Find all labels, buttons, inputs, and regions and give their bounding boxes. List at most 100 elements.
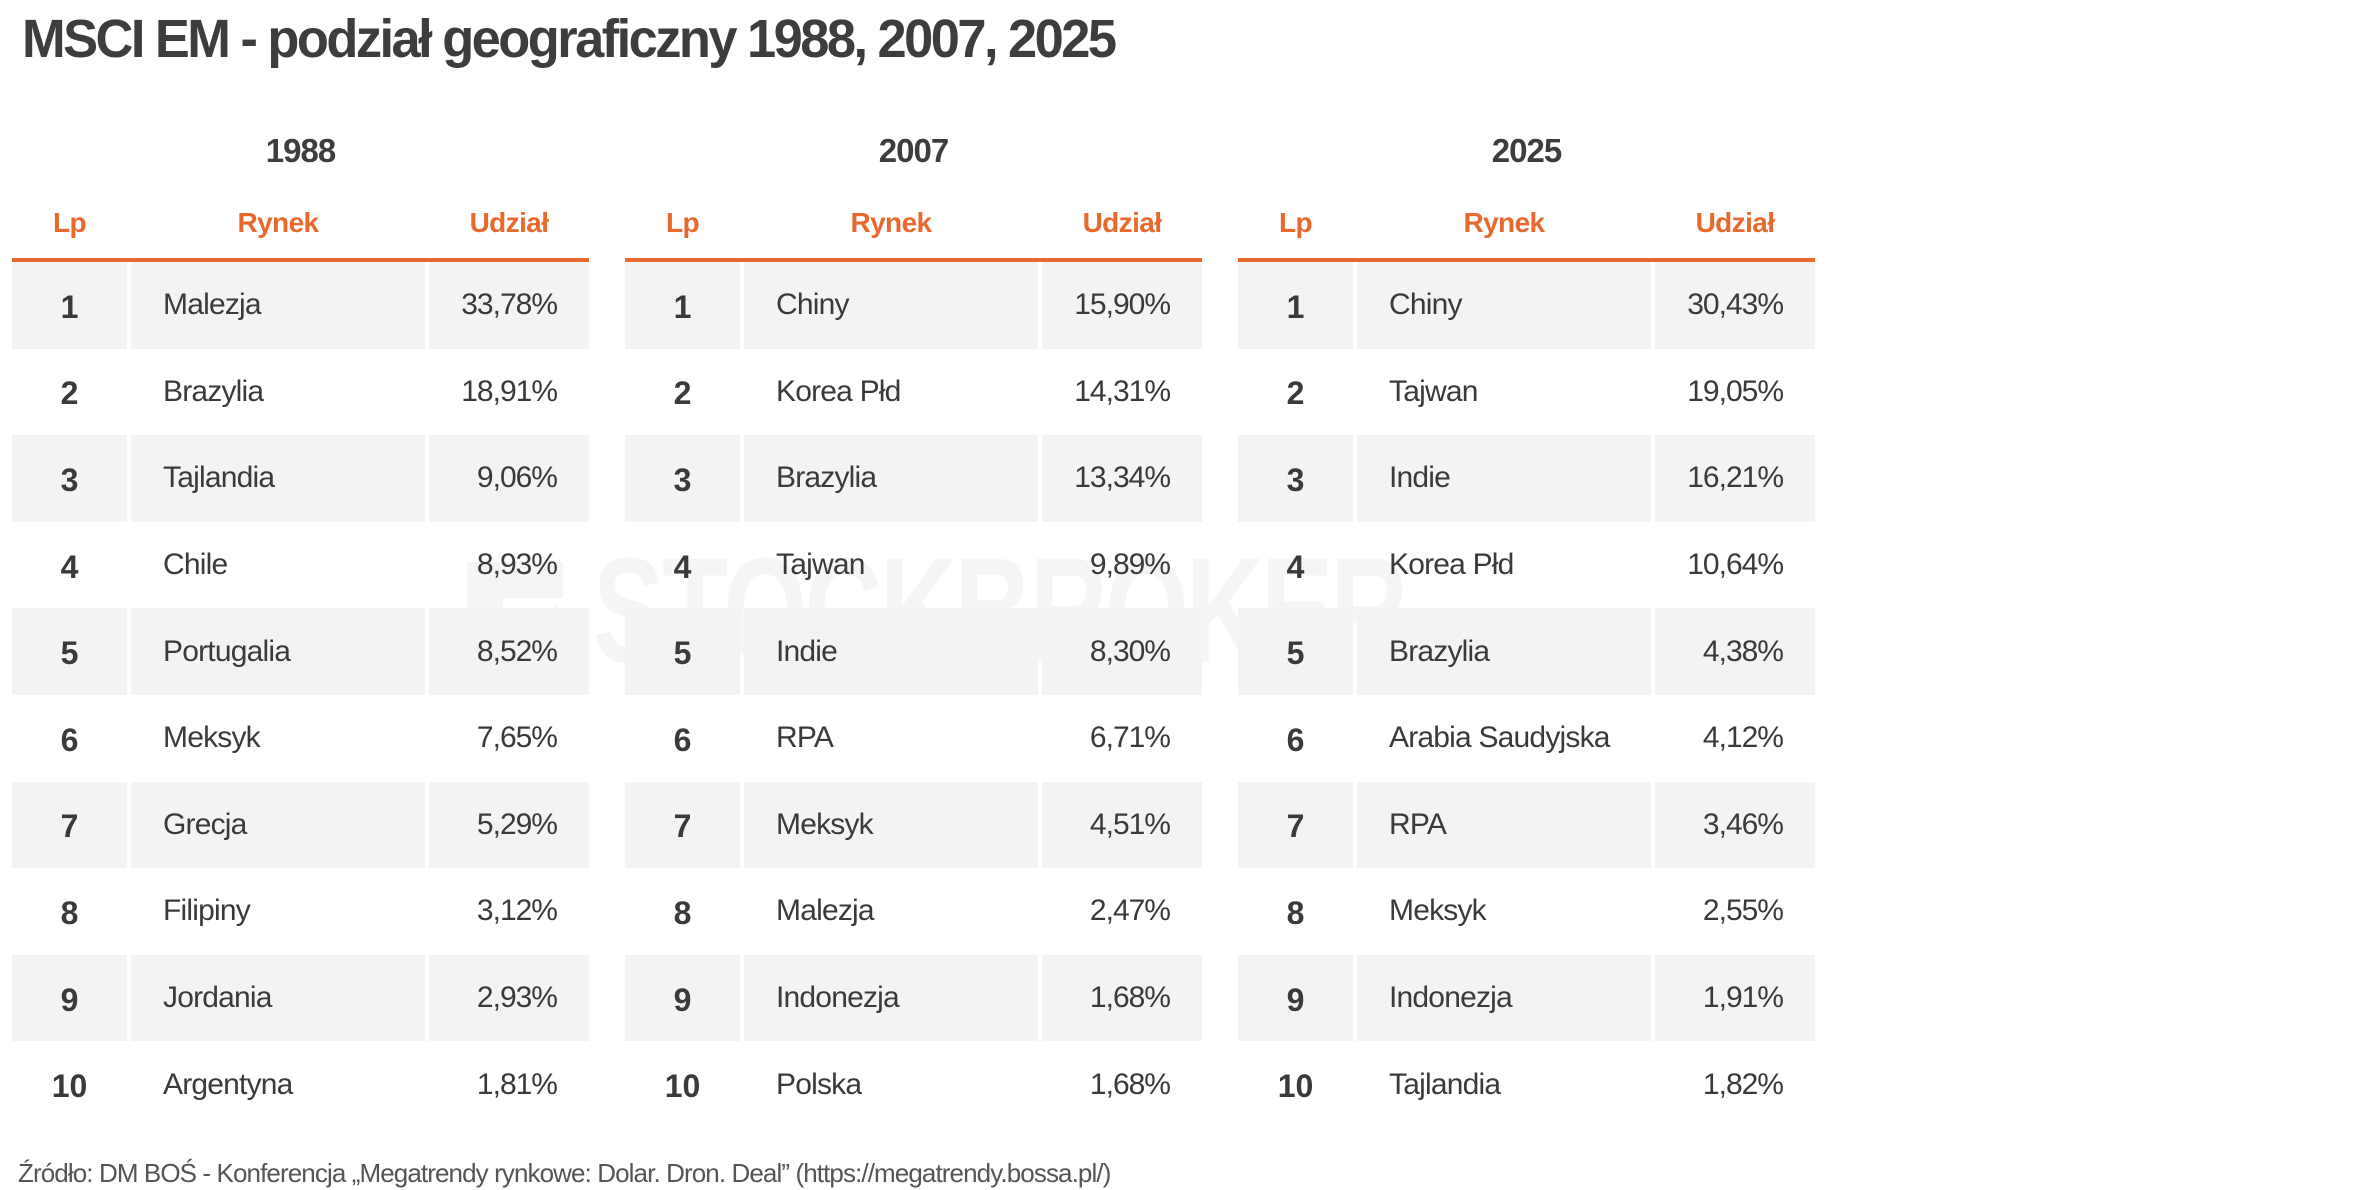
cell-lp: 3 [12, 435, 127, 522]
cell-udzial: 2,93% [429, 954, 589, 1042]
cell-udzial: 8,52% [429, 608, 589, 695]
column-header-lp: Lp [665, 207, 700, 238]
cell-lp: 8 [673, 894, 692, 931]
table-year-heading: 2025 [1491, 132, 1562, 169]
cell-rynek: Brazylia [1357, 608, 1651, 695]
cell-udzial: 5,29% [429, 781, 589, 869]
cell-udzial: 4,12% [1702, 721, 1784, 755]
cell-udzial: 7,65% [476, 721, 558, 755]
cell-rynek: Korea Płd [776, 374, 901, 408]
table-row: 8 Malezja 2,47% [625, 868, 1202, 955]
cell-lp: 10 [664, 1068, 701, 1105]
cell-udzial: 13,34% [1042, 435, 1202, 522]
source-footnote: Źródło: DM BOŚ - Konferencja „Megatrendy… [18, 1158, 1111, 1188]
table-row: 4 Korea Płd 10,64% [1238, 522, 1815, 609]
cell-rynek: Chile [163, 548, 228, 582]
cell-rynek: Indonezja [744, 954, 1038, 1042]
cell-lp: 8 [60, 894, 79, 931]
column-header-udzial: Udział [1695, 207, 1775, 238]
cell-rynek: Malezja [776, 894, 875, 928]
cell-udzial: 1,81% [476, 1067, 558, 1101]
cell-udzial: 3,46% [1655, 781, 1815, 869]
cell-udzial: 18,91% [461, 374, 558, 408]
table-row: 10 Argentyna 1,81% [12, 1041, 589, 1128]
cell-rynek: Indonezja [1357, 954, 1651, 1042]
table-body: 1 Chiny 30,43% 2 Tajwan 19,05% 3 Indie 1… [1238, 262, 1815, 1128]
cell-lp: 6 [1286, 721, 1305, 758]
table-row: 8 Filipiny 3,12% [12, 868, 589, 955]
table-year-heading: 1988 [265, 132, 336, 169]
cell-lp: 7 [1238, 781, 1353, 869]
table-row: 3 Tajlandia 9,06% [12, 435, 589, 522]
cell-lp: 10 [51, 1068, 88, 1105]
table-row: 6 Arabia Saudyjska 4,12% [1238, 695, 1815, 782]
cell-udzial: 1,82% [1702, 1067, 1784, 1101]
cell-udzial: 30,43% [1655, 262, 1815, 349]
cell-rynek: Arabia Saudyjska [1389, 721, 1610, 755]
table-row: 3 Indie 16,21% [1238, 435, 1815, 522]
cell-udzial: 1,91% [1655, 954, 1815, 1042]
cell-rynek: Argentyna [163, 1067, 293, 1101]
table-row: 1 Chiny 30,43% [1238, 262, 1815, 349]
cell-rynek: Malezja [131, 262, 425, 349]
column-header-udzial: Udział [469, 207, 549, 238]
cell-lp: 6 [673, 721, 692, 758]
cell-rynek: Meksyk [1389, 894, 1487, 928]
cell-rynek: Indie [744, 608, 1038, 695]
cell-rynek: Portugalia [131, 608, 425, 695]
cell-lp: 1 [625, 262, 740, 349]
cell-rynek: Meksyk [744, 781, 1038, 869]
table-row: 8 Meksyk 2,55% [1238, 868, 1815, 955]
cell-rynek: Filipiny [163, 894, 251, 928]
cell-udzial: 1,68% [1089, 1067, 1171, 1101]
table-row: 9 Indonezja 1,91% [1238, 954, 1815, 1042]
header-divider [625, 258, 1202, 262]
column-header-lp: Lp [52, 207, 87, 238]
column-header-rynek: Rynek [237, 207, 319, 238]
page-title: MSCI EM - podział geograficzny 1988, 200… [22, 9, 1117, 69]
cell-udzial: 2,55% [1702, 894, 1784, 928]
cell-udzial: 9,89% [1089, 548, 1171, 582]
cell-lp: 7 [12, 781, 127, 869]
cell-lp: 1 [1238, 262, 1353, 349]
cell-udzial: 4,51% [1042, 781, 1202, 869]
cell-rynek: Indie [1357, 435, 1651, 522]
cell-lp: 3 [1238, 435, 1353, 522]
cell-lp: 7 [625, 781, 740, 869]
cell-lp: 9 [625, 954, 740, 1042]
table-row: 2 Brazylia 18,91% [12, 349, 589, 436]
cell-lp: 3 [625, 435, 740, 522]
cell-lp: 10 [1277, 1068, 1314, 1105]
table-header-row: Lp Rynek Udział [1238, 207, 1815, 251]
table-row: 1 Chiny 15,90% [625, 262, 1202, 349]
cell-rynek: RPA [1357, 781, 1651, 869]
cell-rynek: Korea Płd [1389, 548, 1514, 582]
table-row: 9 Jordania 2,93% [12, 954, 589, 1042]
table-row: 7 Grecja 5,29% [12, 781, 589, 869]
table-row: 4 Tajwan 9,89% [625, 522, 1202, 609]
table-row: 6 Meksyk 7,65% [12, 695, 589, 782]
cell-lp: 2 [1286, 375, 1305, 412]
table-row: 9 Indonezja 1,68% [625, 954, 1202, 1042]
column-header-rynek: Rynek [1463, 207, 1545, 238]
table-row: 10 Polska 1,68% [625, 1041, 1202, 1128]
cell-lp: 5 [1238, 608, 1353, 695]
column-header-lp: Lp [1278, 207, 1313, 238]
cell-rynek: Chiny [1357, 262, 1651, 349]
cell-udzial: 15,90% [1042, 262, 1202, 349]
cell-rynek: Tajwan [1389, 374, 1478, 408]
cell-rynek: Chiny [744, 262, 1038, 349]
cell-udzial: 2,47% [1089, 894, 1171, 928]
cell-rynek: Brazylia [744, 435, 1038, 522]
cell-lp: 4 [673, 548, 692, 585]
cell-rynek: Tajlandia [131, 435, 425, 522]
table-row: 5 Brazylia 4,38% [1238, 608, 1815, 695]
table-row: 3 Brazylia 13,34% [625, 435, 1202, 522]
cell-udzial: 14,31% [1074, 374, 1171, 408]
cell-rynek: Tajwan [776, 548, 865, 582]
cell-udzial: 6,71% [1089, 721, 1171, 755]
cell-rynek: Tajlandia [1389, 1067, 1501, 1101]
cell-lp: 9 [12, 954, 127, 1042]
cell-rynek: Meksyk [163, 721, 261, 755]
table-row: 4 Chile 8,93% [12, 522, 589, 609]
